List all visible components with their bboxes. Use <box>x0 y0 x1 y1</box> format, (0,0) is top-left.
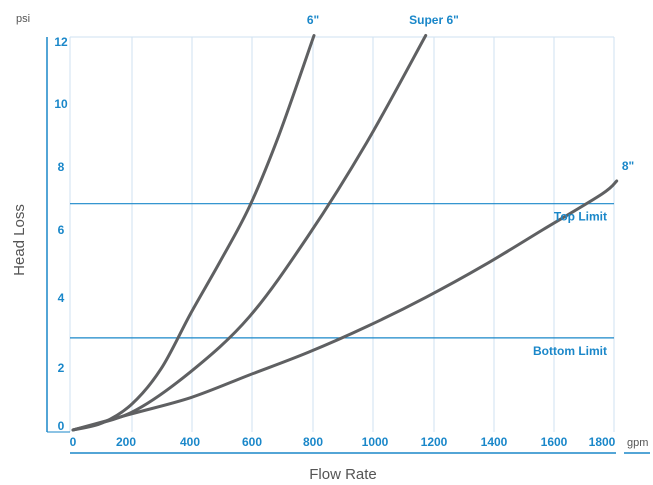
series-curves <box>71 34 619 432</box>
y-tick-label: 12 <box>54 35 68 49</box>
series-label: 8" <box>622 159 634 173</box>
x-unit-label: gpm <box>627 437 648 449</box>
reference-lines <box>70 203 614 339</box>
y-tick-label: 6 <box>58 223 65 237</box>
reference-labels: Top Limit Bottom Limit <box>533 210 607 358</box>
x-tick-label: 200 <box>116 435 136 449</box>
y-tick-label: 10 <box>54 97 68 111</box>
x-tick-label: 1000 <box>362 435 389 449</box>
y-unit-label: psi <box>16 13 30 25</box>
y-axis-title: Head Loss <box>11 204 28 276</box>
x-tick-labels: 0 200 400 600 800 1000 1200 1400 1600 1800 <box>70 435 616 449</box>
x-tick-label: 1400 <box>481 435 508 449</box>
series-labels: 6" Super 6" 8" <box>307 13 634 173</box>
series-label: Super 6" <box>409 13 459 27</box>
x-tick-label: 800 <box>303 435 323 449</box>
series-label: 6" <box>307 13 319 27</box>
y-tick-label: 8 <box>58 160 65 174</box>
grid-lines <box>69 36 615 432</box>
axes <box>46 37 650 454</box>
series-line <box>71 34 428 432</box>
x-tick-label: 400 <box>180 435 200 449</box>
y-tick-label: 2 <box>58 361 65 375</box>
y-tick-label: 0 <box>58 419 65 433</box>
x-tick-label: 1800 <box>589 435 616 449</box>
y-tick-labels: 0 2 4 6 8 10 12 <box>54 35 68 433</box>
x-tick-label: 0 <box>70 435 77 449</box>
y-tick-label: 4 <box>58 291 65 305</box>
x-tick-label: 600 <box>242 435 262 449</box>
reference-label: Bottom Limit <box>533 344 607 358</box>
series-line <box>71 179 619 432</box>
x-axis-title: Flow Rate <box>309 466 377 483</box>
reference-label: Top Limit <box>554 210 607 224</box>
x-tick-label: 1600 <box>541 435 568 449</box>
x-tick-label: 1200 <box>421 435 448 449</box>
